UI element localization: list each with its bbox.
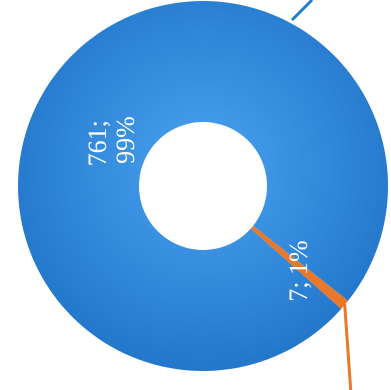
slice-1-label-line1: 7; 1% (284, 240, 313, 301)
slice-0-label: 761; 99% (83, 114, 140, 167)
slice-1 (250, 225, 349, 309)
slice-0-label-line1: 761; (83, 120, 112, 166)
slice-0 (18, 1, 389, 372)
slice-0-label-line2: 99% (111, 116, 140, 164)
slice-1-leader-line (337, 299, 353, 390)
slice-0-leader-line (290, 0, 314, 22)
slice-1-label: 7; 1% (284, 240, 313, 301)
